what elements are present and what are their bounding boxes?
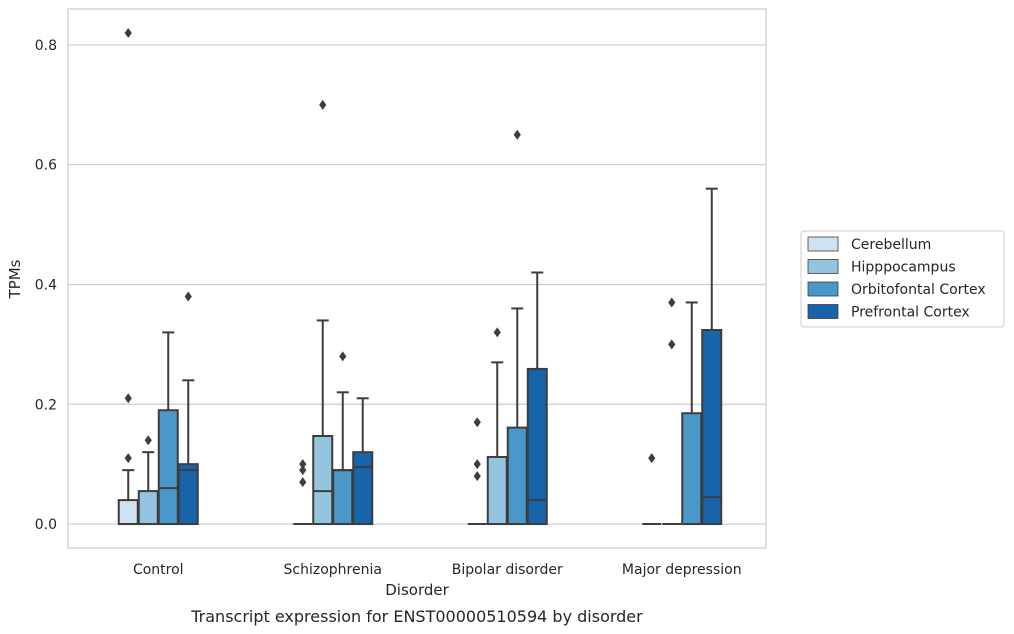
legend-label: Hipppocampus	[851, 260, 956, 276]
box	[332, 469, 354, 526]
box-group	[642, 187, 723, 526]
legend-swatch	[807, 281, 839, 297]
outlier-point	[184, 291, 192, 302]
outlier-point	[299, 477, 307, 488]
plot-area-frame	[67, 8, 767, 549]
box	[137, 490, 159, 526]
outlier-point	[144, 435, 152, 446]
y-tick-label: 0.4	[35, 277, 57, 293]
legend: Cerebellum Hipppocampus Orbitofontal Corte…	[800, 230, 1005, 328]
legend-frame	[800, 230, 1005, 328]
box	[681, 412, 703, 526]
y-tick-label: 0.0	[35, 517, 57, 533]
box-group	[117, 27, 199, 526]
outlier-point	[473, 417, 481, 428]
outlier-point	[648, 453, 656, 464]
x-tick-label: Schizophrenia	[284, 562, 382, 578]
outlier-point	[473, 459, 481, 470]
box	[117, 499, 139, 526]
box-group	[293, 99, 374, 526]
outlier-point	[124, 453, 132, 464]
outlier-point	[299, 459, 307, 470]
outlier-point	[493, 327, 501, 338]
outlier-point	[124, 393, 132, 404]
legend-label: Prefrontal Cortex	[851, 305, 970, 321]
x-tick-labels: Control Schizophrenia Bipolar disorder Majo…	[133, 562, 742, 578]
legend-label: Orbitofontal Cortex	[851, 282, 986, 298]
x-tick-label: Control	[133, 562, 184, 578]
box	[312, 435, 334, 526]
y-axis-label: TPMs	[6, 259, 24, 299]
legend-swatch	[807, 236, 839, 252]
outlier-point	[513, 129, 521, 140]
box	[526, 367, 548, 526]
box	[506, 426, 528, 526]
outlier-point	[319, 99, 327, 110]
y-tick-label: 0.6	[35, 158, 57, 174]
y-tick-label: 0.2	[35, 397, 57, 413]
legend-label: Cerebellum	[851, 237, 931, 253]
outlier-point	[473, 471, 481, 482]
x-tick-label: Bipolar disorder	[452, 562, 563, 578]
box	[157, 409, 179, 526]
box-group	[467, 129, 548, 526]
outlier-point	[668, 297, 676, 308]
x-tick-label: Major depression	[622, 562, 742, 578]
box	[177, 463, 199, 526]
box-groups	[117, 27, 723, 526]
box	[352, 451, 374, 526]
legend-swatch	[807, 259, 839, 274]
y-tick-labels: 0.0 0.2 0.4 0.6 0.8	[35, 38, 57, 533]
box	[701, 329, 723, 526]
outlier-point	[339, 351, 347, 362]
outlier-point	[299, 465, 307, 476]
x-axis-label: Disorder	[385, 581, 449, 599]
y-tick-label: 0.8	[35, 38, 57, 54]
outlier-point	[668, 339, 676, 350]
outlier-point	[124, 27, 132, 38]
chart-caption: Transcript expression for ENST0000051059…	[190, 607, 643, 626]
box	[486, 455, 508, 526]
legend-swatch	[807, 304, 839, 319]
